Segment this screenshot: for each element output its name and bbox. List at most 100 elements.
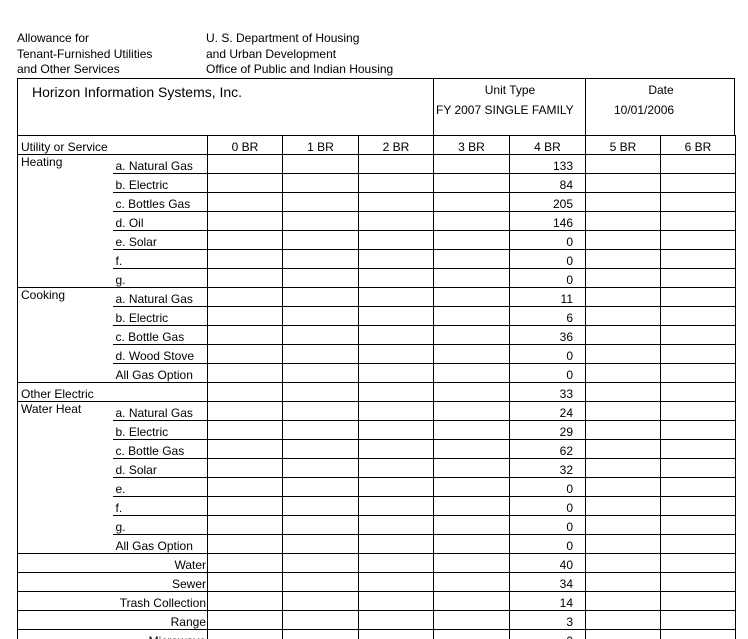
value-cell-2br	[358, 230, 434, 250]
value-cell-4br: 146	[509, 211, 586, 231]
value-cell-6br	[660, 363, 736, 383]
value-cell-6br	[660, 192, 736, 212]
value-cell-5br	[585, 344, 661, 364]
value-cell-2br	[358, 515, 434, 535]
value-cell-4br: 6	[509, 306, 586, 326]
row-label: a. Natural Gas	[112, 287, 208, 307]
value-cell-6br	[660, 211, 736, 231]
table-row: c. Bottle Gas 62	[18, 439, 736, 459]
value-cell-6br	[660, 439, 736, 459]
title-line: and Other Services	[17, 62, 120, 76]
table-row: Trash Collection 14	[17, 591, 736, 611]
value-cell-6br	[660, 287, 736, 307]
value-cell-3br	[433, 553, 510, 573]
value-cell-1br	[282, 325, 359, 345]
value-cell-0br	[207, 249, 283, 269]
value-cell-4br: 84	[509, 173, 586, 193]
value-cell-3br	[433, 230, 510, 250]
value-cell-2br	[358, 249, 434, 269]
value-cell-0br	[207, 553, 283, 573]
value-cell-5br	[585, 534, 661, 554]
value-cell-6br	[660, 154, 736, 174]
value-cell-5br	[585, 610, 661, 630]
value-cell-6br	[660, 629, 736, 639]
value-cell-0br	[207, 629, 283, 639]
value-cell-4br: 0	[509, 268, 586, 288]
row-label: e.	[112, 477, 208, 497]
table-row: Other Electric 33	[17, 382, 736, 402]
value-cell-3br	[433, 591, 510, 611]
value-cell-0br	[207, 192, 283, 212]
value-cell-3br	[433, 382, 510, 402]
value-cell-5br	[585, 154, 661, 174]
divider	[585, 79, 586, 135]
row-label: b. Electric	[112, 173, 208, 193]
table-row: d. Solar 32	[18, 458, 736, 478]
value-cell-6br	[660, 401, 736, 421]
value-cell-0br	[207, 534, 283, 554]
title-line: Allowance for	[17, 31, 90, 45]
value-cell-5br	[585, 515, 661, 535]
value-cell-0br	[207, 344, 283, 364]
table-row: Heating a. Natural Gas 133	[17, 154, 736, 288]
value-cell-0br	[207, 496, 283, 516]
agency-line: U. S. Department of Housing	[206, 31, 360, 45]
value-cell-1br	[282, 173, 359, 193]
value-cell-4br: 0	[509, 629, 586, 639]
value-cell-1br	[282, 496, 359, 516]
value-cell-1br	[282, 534, 359, 554]
value-cell-6br	[660, 477, 736, 497]
value-cell-5br	[585, 325, 661, 345]
value-cell-4br: 34	[509, 572, 586, 592]
value-cell-0br	[207, 515, 283, 535]
value-cell-2br	[358, 287, 434, 307]
value-cell-3br	[433, 534, 510, 554]
table-row: g. 0	[18, 268, 736, 288]
value-cell-1br	[282, 363, 359, 383]
value-cell-5br	[585, 458, 661, 478]
title-line: Tenant-Furnished Utilities	[17, 46, 153, 61]
value-cell-0br	[207, 610, 283, 630]
value-cell-1br	[282, 192, 359, 212]
value-cell-0br	[207, 306, 283, 326]
row-label: c. Bottle Gas	[112, 439, 208, 459]
value-cell-6br	[660, 344, 736, 364]
value-cell-6br	[660, 420, 736, 440]
value-cell-2br	[358, 439, 434, 459]
table-row: All Gas Option 0	[18, 363, 736, 383]
value-cell-3br	[433, 515, 510, 535]
value-cell-2br	[358, 382, 434, 402]
value-cell-0br	[207, 154, 283, 174]
value-cell-2br	[358, 401, 434, 421]
value-cell-5br	[585, 477, 661, 497]
table-row: Range 3	[17, 610, 736, 630]
value-cell-2br	[358, 211, 434, 231]
allowance-table: Utility or Service 0 BR 1 BR 2 BR 3 BR 4 BR 5 …	[17, 135, 736, 639]
column-header-row: Utility or Service 0 BR 1 BR 2 BR 3 BR 4 BR 5 …	[17, 135, 736, 155]
value-cell-6br	[660, 572, 736, 592]
value-cell-0br	[207, 230, 283, 250]
value-cell-1br	[282, 344, 359, 364]
value-cell-6br	[660, 325, 736, 345]
value-cell-4br: 0	[509, 515, 586, 535]
value-cell-2br	[358, 458, 434, 478]
value-cell-4br: 133	[509, 154, 586, 174]
value-cell-3br	[433, 306, 510, 326]
table-row: b. Electric 84	[18, 173, 736, 193]
value-cell-4br: 24	[509, 401, 586, 421]
value-cell-2br	[358, 325, 434, 345]
row-label: All Gas Option	[112, 363, 208, 383]
value-cell-6br	[660, 458, 736, 478]
value-cell-6br	[660, 306, 736, 326]
value-cell-4br: 40	[509, 553, 586, 573]
value-cell-0br	[207, 591, 283, 611]
value-cell-5br	[585, 420, 661, 440]
value-cell-3br	[433, 268, 510, 288]
value-cell-3br	[433, 344, 510, 364]
row-label: Range	[17, 610, 208, 630]
row-label: g.	[112, 268, 208, 288]
value-cell-1br	[282, 629, 359, 639]
column-header-4br: 4 BR	[509, 135, 586, 155]
value-cell-3br	[433, 173, 510, 193]
value-cell-4br: 3	[509, 610, 586, 630]
